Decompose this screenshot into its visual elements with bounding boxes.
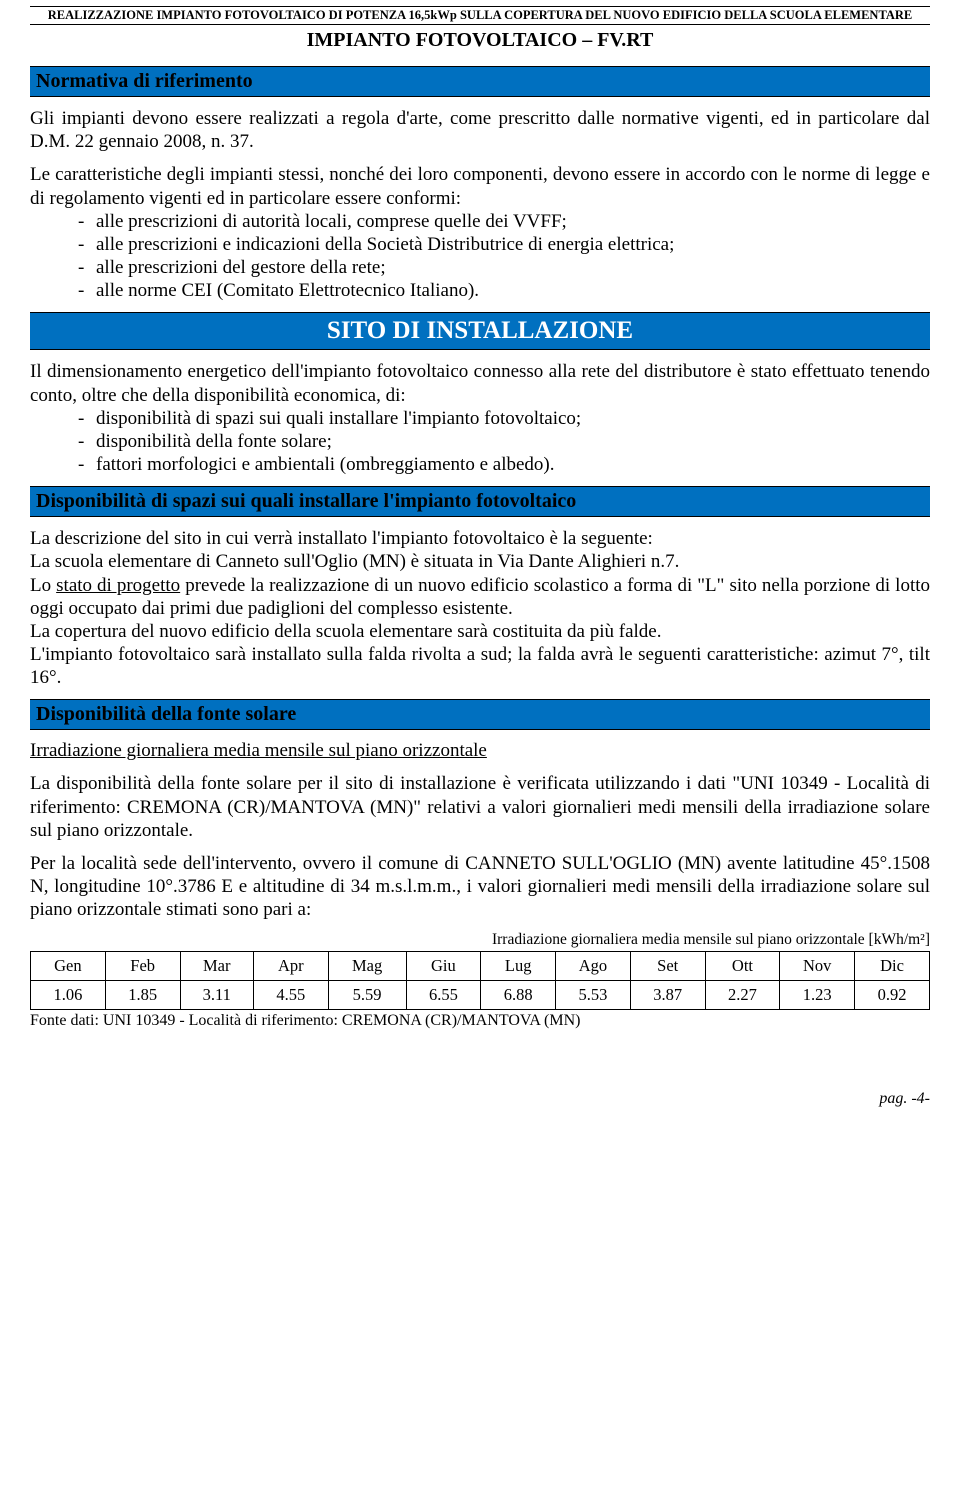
doc-title: IMPIANTO FOTOVOLTAICO – FV.RT [30, 25, 930, 60]
irradiation-table: Gen Feb Mar Apr Mag Giu Lug Ago Set Ott … [30, 951, 930, 1010]
table-header: Nov [780, 952, 855, 981]
list-item: alle prescrizioni di autorità locali, co… [78, 210, 930, 233]
table-header: Ago [556, 952, 631, 981]
list-item: alle prescrizioni e indicazioni della So… [78, 233, 930, 256]
table-header: Apr [253, 952, 328, 981]
table-header: Ott [705, 952, 780, 981]
table-cell: 1.06 [31, 981, 106, 1010]
paragraph: L'impianto fotovoltaico sarà installato … [30, 643, 930, 689]
table-source: Fonte dati: UNI 10349 - Località di rife… [30, 1012, 930, 1030]
table-header: Dic [855, 952, 930, 981]
table-cell: 1.85 [105, 981, 180, 1010]
section-heading-sito: SITO DI INSTALLAZIONE [30, 312, 930, 350]
list-item: disponibilità di spazi sui quali install… [78, 407, 930, 430]
paragraph: Gli impianti devono essere realizzati a … [30, 107, 930, 153]
paragraph: La scuola elementare di Canneto sull'Ogl… [30, 550, 930, 573]
table-header: Feb [105, 952, 180, 981]
sub-heading: Irradiazione giornaliera media mensile s… [30, 740, 930, 762]
paragraph: Le caratteristiche degli impianti stessi… [30, 163, 930, 209]
table-cell: 6.88 [481, 981, 556, 1010]
table-header: Mar [180, 952, 253, 981]
paragraph: Il dimensionamento energetico dell'impia… [30, 360, 930, 406]
table-cell: 3.87 [630, 981, 705, 1010]
list-item: alle norme CEI (Comitato Elettrotecnico … [78, 279, 930, 302]
table-header: Lug [481, 952, 556, 981]
text-underline: stato di progetto [56, 575, 180, 596]
list-item: alle prescrizioni del gestore della rete… [78, 256, 930, 279]
table-cell: 4.55 [253, 981, 328, 1010]
paragraph: La descrizione del sito in cui verrà ins… [30, 527, 930, 550]
paragraph: La disponibilità della fonte solare per … [30, 772, 930, 842]
list-item: disponibilità della fonte solare; [78, 430, 930, 453]
page-number: pag. -4- [30, 1090, 930, 1108]
paragraph: Lo stato di progetto prevede la realizza… [30, 574, 930, 620]
header-line: REALIZZAZIONE IMPIANTO FOTOVOLTAICO DI P… [30, 6, 930, 25]
table-cell: 5.53 [556, 981, 631, 1010]
text: Lo [30, 575, 56, 596]
section-heading-normativa: Normativa di riferimento [30, 66, 930, 97]
table-header: Giu [406, 952, 481, 981]
table-cell: 2.27 [705, 981, 780, 1010]
list-normativa: alle prescrizioni di autorità locali, co… [30, 210, 930, 303]
table-row: 1.06 1.85 3.11 4.55 5.59 6.55 6.88 5.53 … [31, 981, 930, 1010]
table-cell: 5.59 [328, 981, 406, 1010]
page: REALIZZAZIONE IMPIANTO FOTOVOLTAICO DI P… [0, 0, 960, 1118]
paragraph: La copertura del nuovo edificio della sc… [30, 620, 930, 643]
table-cell: 0.92 [855, 981, 930, 1010]
table-header: Set [630, 952, 705, 981]
table-header: Mag [328, 952, 406, 981]
table-cell: 6.55 [406, 981, 481, 1010]
table-caption: Irradiazione giornaliera media mensile s… [30, 931, 930, 949]
section-heading-spazi: Disponibilità di spazi sui quali install… [30, 486, 930, 517]
list-sito: disponibilità di spazi sui quali install… [30, 407, 930, 477]
list-item: fattori morfologici e ambientali (ombreg… [78, 453, 930, 476]
table-row: Gen Feb Mar Apr Mag Giu Lug Ago Set Ott … [31, 952, 930, 981]
table-cell: 3.11 [180, 981, 253, 1010]
table-header: Gen [31, 952, 106, 981]
table-cell: 1.23 [780, 981, 855, 1010]
section-heading-fonte: Disponibilità della fonte solare [30, 699, 930, 730]
paragraph: Per la località sede dell'intervento, ov… [30, 852, 930, 922]
